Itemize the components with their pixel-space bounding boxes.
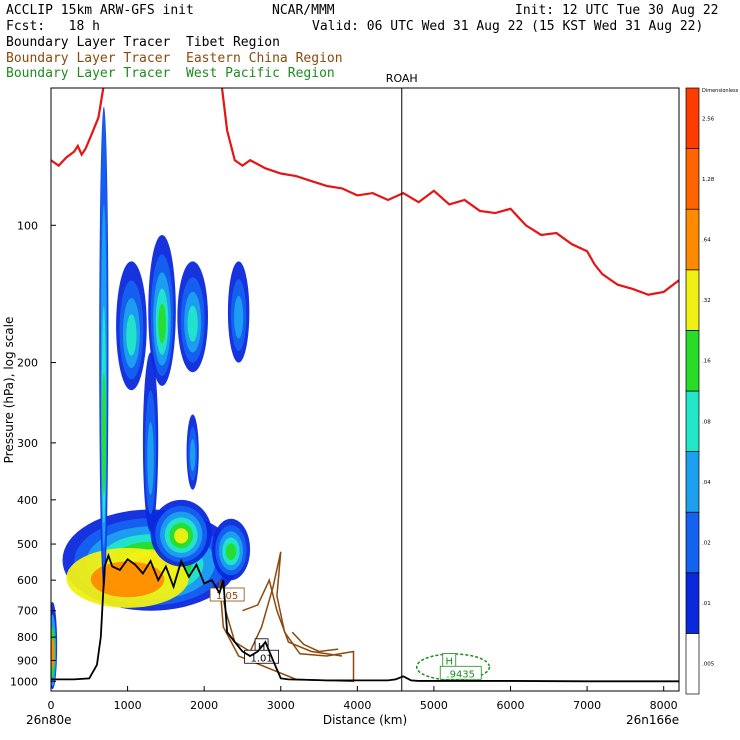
tracer-blob-3 bbox=[99, 106, 109, 590]
colorbar-swatch bbox=[685, 511, 700, 574]
colorbar-tick-label: .005 bbox=[702, 662, 715, 668]
colorbar-swatch bbox=[685, 572, 700, 634]
colorbar-swatch bbox=[685, 208, 700, 271]
org-label: NCAR/MMM bbox=[272, 3, 335, 18]
valid-time: Valid: 06 UTC Wed 31 Aug 22 (15 KST Wed … bbox=[312, 19, 704, 34]
y-tick-label: 900 bbox=[17, 654, 38, 667]
tracer-blob-5 bbox=[148, 234, 176, 386]
tracer-blob-0 bbox=[51, 602, 58, 690]
colorbar-tick-label: .08 bbox=[702, 419, 711, 425]
terrain-line bbox=[51, 552, 679, 683]
colorbar-swatch bbox=[685, 87, 700, 149]
y-tick-label: 200 bbox=[17, 357, 38, 370]
colorbar-title: Dimensionless bbox=[702, 88, 739, 94]
tracer-level-7 bbox=[90, 561, 165, 598]
colorbar-tick-label: .01 bbox=[702, 601, 711, 607]
colorbar-tick-label: .16 bbox=[702, 359, 711, 365]
tracer-level-4 bbox=[187, 305, 198, 342]
contour-value-label-group: .9435 bbox=[439, 665, 482, 680]
eastern-china-contour-2 bbox=[291, 631, 339, 653]
x-tick-label: 4000 bbox=[343, 699, 371, 712]
contour-value-label: 1.01 bbox=[250, 653, 272, 664]
colorbar-swatch bbox=[685, 148, 700, 210]
y-tick-label: 800 bbox=[17, 631, 38, 644]
y-tick-label: 1000 bbox=[10, 675, 38, 688]
tracer-blob-4 bbox=[116, 261, 147, 391]
tracer-blob-11 bbox=[150, 499, 212, 567]
tracer-level-3 bbox=[147, 422, 154, 495]
tracer-blob-10 bbox=[211, 518, 251, 581]
tracer-level-3 bbox=[190, 439, 196, 471]
x-tick-label: 8000 bbox=[650, 699, 678, 712]
x-axis-label: Distance (km) bbox=[323, 713, 407, 727]
colorbar: .005 .01 .02 .04 .08 .16 .32 .64 1.28 2.56 Dimensi… bbox=[685, 87, 739, 695]
contour-value-label: .9435 bbox=[446, 669, 475, 680]
tracer-level-5 bbox=[158, 303, 166, 344]
tracer-blob-6 bbox=[177, 261, 208, 373]
colorbar-tick-label: 2.56 bbox=[702, 116, 715, 122]
x-tick-label: 7000 bbox=[573, 699, 601, 712]
contour-value-label-group: 1.05 bbox=[209, 587, 245, 602]
tracer-level-3 bbox=[234, 295, 244, 339]
colorbar-swatch bbox=[685, 451, 700, 513]
plot-frame bbox=[50, 87, 680, 692]
y-tick-label: 700 bbox=[17, 605, 38, 618]
x-tick-label: 1000 bbox=[114, 699, 142, 712]
tracer-level-5 bbox=[101, 372, 106, 495]
colorbar-tick-label: .32 bbox=[702, 298, 711, 304]
y-axis-label: Pressure (hPa), log scale bbox=[2, 317, 16, 464]
legend-eastern-china: Boundary Layer Tracer Eastern China Regi… bbox=[6, 51, 343, 66]
high-marker-label-group: H bbox=[442, 653, 457, 668]
tracer-level-6 bbox=[174, 528, 189, 544]
eastern-china-contour-1 bbox=[242, 577, 343, 657]
contour-value-label: 1.05 bbox=[216, 591, 238, 602]
tracer-level-5 bbox=[225, 543, 237, 560]
tracer-blob-9 bbox=[186, 414, 199, 490]
tracer-blob-8 bbox=[142, 352, 159, 532]
forecast-hour: Fcst: 18 h bbox=[6, 19, 100, 34]
contour-value-label-box bbox=[439, 665, 482, 680]
tracer-blob-2 bbox=[66, 547, 189, 608]
colorbar-swatch bbox=[685, 269, 700, 331]
x-tick-label: 3000 bbox=[267, 699, 295, 712]
y-tick-label: 300 bbox=[17, 437, 38, 450]
start-point-label: 26n80e bbox=[26, 713, 72, 727]
high-marker-label: H bbox=[445, 657, 453, 668]
tropopause-line bbox=[51, 88, 679, 296]
x-tick-label: 0 bbox=[48, 699, 55, 712]
tracer-level-4 bbox=[126, 314, 137, 356]
init-time: Init: 12 UTC Tue 30 Aug 22 bbox=[515, 3, 719, 18]
colorbar-swatch bbox=[685, 330, 700, 392]
colorbar-tick-label: .02 bbox=[702, 541, 711, 547]
colorbar-tick-label: .64 bbox=[702, 238, 711, 244]
x-tick-label: 6000 bbox=[497, 699, 525, 712]
colorbar-swatch bbox=[685, 390, 700, 452]
colorbar-tick-label: .04 bbox=[702, 480, 711, 486]
tracer-blob-7 bbox=[227, 261, 250, 363]
y-tick-label: 600 bbox=[17, 574, 38, 587]
y-tick-label: 400 bbox=[17, 494, 38, 507]
end-point-label: 26n166e bbox=[626, 713, 679, 727]
colorbar-swatch bbox=[685, 633, 700, 695]
legend-west-pacific: Boundary Layer Tracer West Pacific Regio… bbox=[6, 66, 335, 81]
y-tick-label: 100 bbox=[17, 219, 38, 232]
legend-tibet: Boundary Layer Tracer Tibet Region bbox=[6, 35, 280, 50]
x-tick-label: 2000 bbox=[190, 699, 218, 712]
y-tick-label: 500 bbox=[17, 538, 38, 551]
station-label: ROAH bbox=[386, 72, 418, 85]
x-tick-label: 5000 bbox=[420, 699, 448, 712]
model-title: ACCLIP 15km ARW-GFS init bbox=[6, 3, 194, 18]
colorbar-tick-label: 1.28 bbox=[702, 177, 715, 183]
